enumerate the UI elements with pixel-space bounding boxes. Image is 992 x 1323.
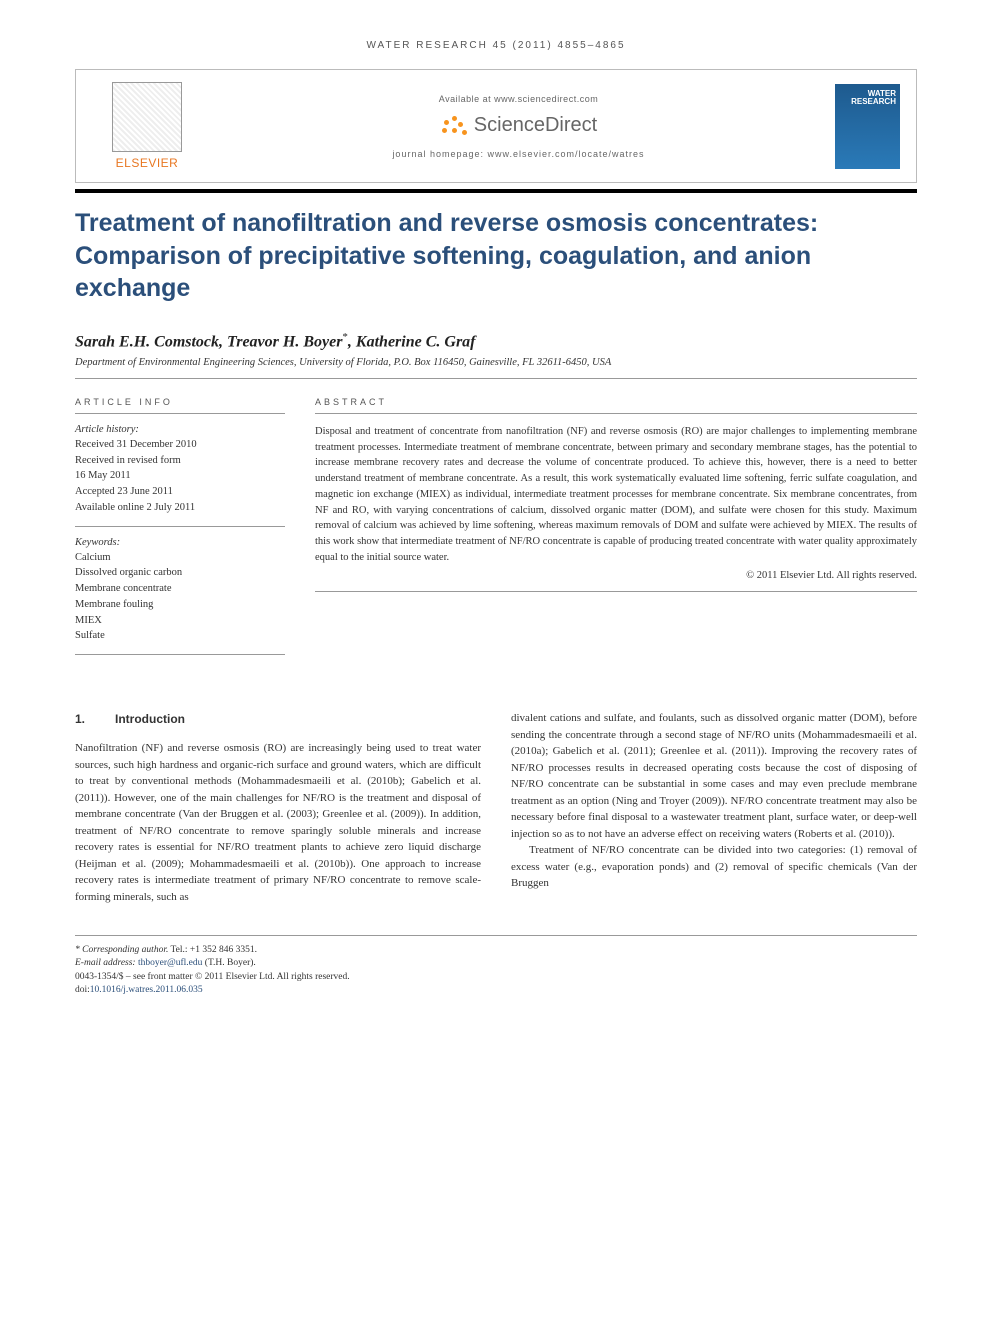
email-label: E-mail address: bbox=[75, 958, 138, 968]
section-heading: 1.Introduction bbox=[75, 710, 481, 728]
email-link[interactable]: thboyer@ufl.edu bbox=[138, 958, 202, 968]
keyword: Membrane concentrate bbox=[75, 581, 285, 597]
received-date: Received 31 December 2010 bbox=[75, 437, 285, 453]
author-list: Sarah E.H. Comstock, Treavor H. Boyer*, … bbox=[75, 331, 917, 351]
author-names-part1: Sarah E.H. Comstock, Treavor H. Boyer bbox=[75, 333, 342, 350]
abstract-text: Disposal and treatment of concentrate fr… bbox=[315, 424, 917, 566]
revised-date-line2: 16 May 2011 bbox=[75, 468, 285, 484]
article-info-heading: ARTICLE INFO bbox=[75, 397, 285, 414]
front-matter-line: 0043-1354/$ – see front matter © 2011 El… bbox=[75, 971, 917, 984]
doi-link[interactable]: 10.1016/j.watres.2011.06.035 bbox=[90, 985, 203, 995]
elsevier-tree-icon bbox=[112, 82, 182, 152]
divider bbox=[75, 378, 917, 379]
corresponding-label: * Corresponding author. bbox=[75, 945, 168, 955]
article-info-column: ARTICLE INFO Article history: Received 3… bbox=[75, 397, 285, 665]
available-at-text: Available at www.sciencedirect.com bbox=[202, 94, 835, 104]
keyword: MIEX bbox=[75, 613, 285, 629]
body-paragraph: divalent cations and sulfate, and foulan… bbox=[511, 710, 917, 842]
journal-cover-title: WATER RESEARCH bbox=[851, 90, 896, 106]
email-suffix: (T.H. Boyer). bbox=[202, 958, 255, 968]
abstract-column: ABSTRACT Disposal and treatment of conce… bbox=[315, 397, 917, 665]
section-number: 1. bbox=[75, 710, 115, 728]
body-column-right: divalent cations and sulfate, and foulan… bbox=[511, 710, 917, 905]
sciencedirect-block: Available at www.sciencedirect.com Scien… bbox=[202, 94, 835, 159]
journal-cover-thumb: WATER RESEARCH bbox=[835, 84, 900, 169]
keywords-block: Keywords: Calcium Dissolved organic carb… bbox=[75, 537, 285, 656]
abstract-heading: ABSTRACT bbox=[315, 397, 917, 414]
journal-homepage-text: journal homepage: www.elsevier.com/locat… bbox=[202, 149, 835, 159]
author-names-part2: , Katherine C. Graf bbox=[348, 333, 476, 350]
journal-header-box: ELSEVIER Available at www.sciencedirect.… bbox=[75, 69, 917, 183]
doi-line: doi:10.1016/j.watres.2011.06.035 bbox=[75, 984, 917, 997]
article-history-label: Article history: bbox=[75, 424, 285, 435]
body-columns: 1.Introduction Nanofiltration (NF) and r… bbox=[75, 710, 917, 905]
sciencedirect-logo: ScienceDirect bbox=[440, 114, 597, 137]
footer-block: * Corresponding author. Tel.: +1 352 846… bbox=[75, 935, 917, 997]
sciencedirect-dots-icon bbox=[440, 114, 468, 136]
section-title: Introduction bbox=[115, 712, 185, 726]
keyword: Dissolved organic carbon bbox=[75, 565, 285, 581]
article-history-block: Article history: Received 31 December 20… bbox=[75, 424, 285, 527]
running-head: WATER RESEARCH 45 (2011) 4855–4865 bbox=[75, 40, 917, 51]
corresponding-tel: Tel.: +1 352 846 3351. bbox=[168, 945, 257, 955]
keyword: Calcium bbox=[75, 550, 285, 566]
elsevier-label: ELSEVIER bbox=[92, 156, 202, 170]
body-column-left: 1.Introduction Nanofiltration (NF) and r… bbox=[75, 710, 481, 905]
online-date: Available online 2 July 2011 bbox=[75, 500, 285, 516]
abstract-copyright: © 2011 Elsevier Ltd. All rights reserved… bbox=[315, 570, 917, 581]
keyword: Sulfate bbox=[75, 628, 285, 644]
revised-date-line1: Received in revised form bbox=[75, 453, 285, 469]
elsevier-logo-block: ELSEVIER bbox=[92, 82, 202, 170]
info-abstract-row: ARTICLE INFO Article history: Received 3… bbox=[75, 397, 917, 665]
corresponding-author-line: * Corresponding author. Tel.: +1 352 846… bbox=[75, 944, 917, 957]
divider bbox=[315, 591, 917, 592]
keyword: Membrane fouling bbox=[75, 597, 285, 613]
title-bar bbox=[75, 189, 917, 193]
body-paragraph: Treatment of NF/RO concentrate can be di… bbox=[511, 842, 917, 892]
affiliation: Department of Environmental Engineering … bbox=[75, 357, 917, 368]
accepted-date: Accepted 23 June 2011 bbox=[75, 484, 285, 500]
article-title: Treatment of nanofiltration and reverse … bbox=[75, 207, 917, 305]
sciencedirect-text: ScienceDirect bbox=[474, 114, 597, 137]
keywords-label: Keywords: bbox=[75, 537, 285, 548]
body-paragraph: Nanofiltration (NF) and reverse osmosis … bbox=[75, 740, 481, 905]
email-line: E-mail address: thboyer@ufl.edu (T.H. Bo… bbox=[75, 957, 917, 970]
